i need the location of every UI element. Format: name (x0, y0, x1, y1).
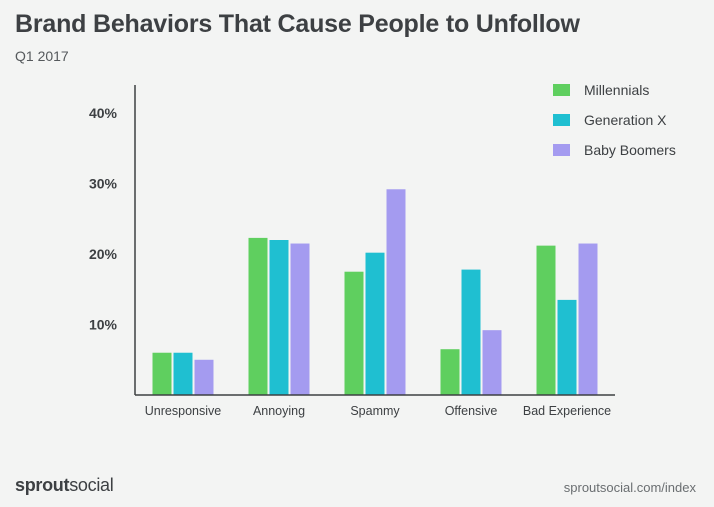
y-tick-label: 40% (89, 105, 118, 121)
bar-bad-experience-millennials (536, 245, 556, 395)
chart-title: Brand Behaviors That Cause People to Unf… (15, 10, 580, 38)
legend: Millennials Generation X Baby Boomers (553, 82, 676, 158)
y-tick-label: 20% (89, 246, 118, 262)
bar-offensive-generation-x (461, 269, 481, 395)
bar-bad-experience-generation-x (557, 299, 577, 395)
bar-offensive-millennials (440, 349, 460, 395)
bar-annoying-generation-x (269, 240, 289, 395)
legend-swatch (553, 114, 570, 126)
x-tick-label: Unresponsive (145, 404, 221, 418)
sproutsocial-logo: sproutsocial (15, 475, 114, 496)
y-tick-label: 10% (89, 317, 118, 333)
bar-bad-experience-baby-boomers (578, 243, 598, 395)
chart-subtitle: Q1 2017 (15, 48, 69, 64)
axes-group: 10% 20% 30% 40% Unresponsive Annoying Spammy Of… (89, 85, 615, 418)
x-tick-label: Offensive (445, 404, 498, 418)
bar-annoying-millennials (248, 237, 268, 395)
bar-chart: 10% 20% 30% 40% Unresponsive Annoying Spammy Of… (89, 82, 676, 418)
legend-label: Millennials (584, 82, 649, 98)
bar-unresponsive-millennials (152, 352, 172, 395)
legend-swatch (553, 144, 570, 156)
bars-group (152, 189, 598, 395)
bar-unresponsive-generation-x (173, 352, 193, 395)
bar-annoying-baby-boomers (290, 243, 310, 395)
legend-swatch (553, 84, 570, 96)
legend-label: Baby Boomers (584, 142, 676, 158)
source-url: sproutsocial.com/index (563, 480, 696, 495)
y-tick-label: 30% (89, 176, 118, 192)
bar-offensive-baby-boomers (482, 330, 502, 395)
x-tick-label: Annoying (253, 404, 305, 418)
bar-spammy-baby-boomers (386, 189, 406, 395)
legend-label: Generation X (584, 112, 667, 128)
brand-bold: sprout (15, 475, 70, 495)
brand-light: social (69, 475, 114, 495)
bar-unresponsive-baby-boomers (194, 359, 214, 395)
x-tick-label: Spammy (350, 404, 400, 418)
x-tick-label: Bad Experience (523, 404, 611, 418)
bar-spammy-generation-x (365, 252, 385, 395)
bar-spammy-millennials (344, 271, 364, 395)
